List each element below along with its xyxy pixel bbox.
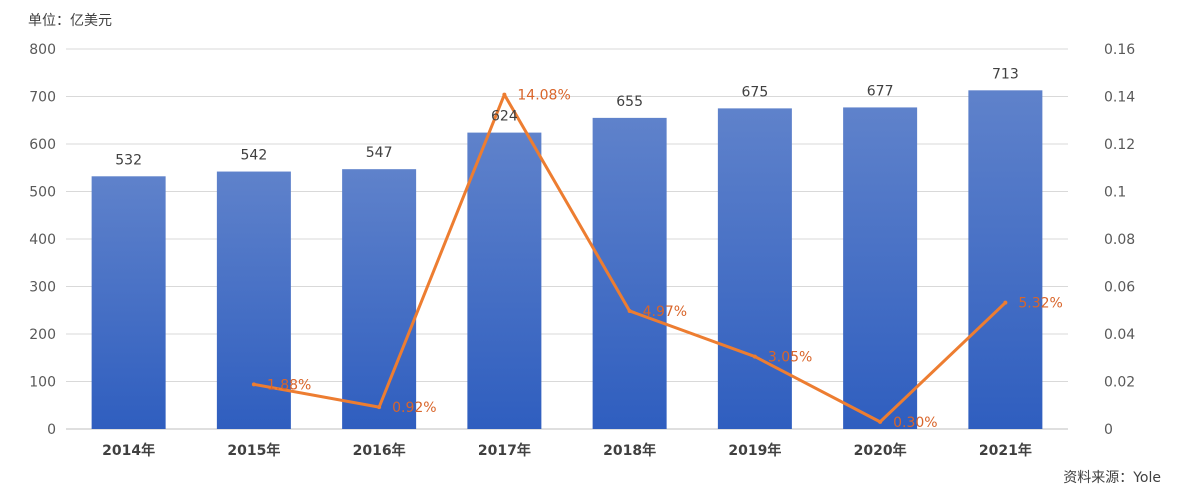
line-series (251, 92, 1008, 424)
bar (592, 117, 667, 429)
y-left-tick-label: 800 (29, 42, 56, 58)
x-tick-label: 2014年 (102, 442, 155, 459)
growth-point (878, 419, 883, 424)
x-tick-label: 2020年 (854, 442, 907, 459)
gridlines (66, 48, 1068, 430)
growth-value-label: 0.92% (392, 400, 436, 416)
y-left-tick-label: 600 (29, 137, 56, 153)
y-left-tick-label: 300 (29, 280, 56, 296)
y-right-tick-label: 0.1 (1104, 185, 1126, 201)
y-left-tick-label: 400 (29, 232, 56, 248)
growth-point (251, 382, 256, 387)
axes: 0 100 200 300 400 500 600 700 800 0 0.02 0.04 0.06 0.… (29, 42, 1135, 459)
bar-value-label: 547 (366, 145, 393, 161)
y-right-tick-label: 0.08 (1104, 232, 1135, 248)
bar (91, 176, 166, 429)
y-left-tick-label: 0 (47, 422, 56, 438)
growth-value-label: 1.88% (267, 377, 311, 393)
growth-value-label: 0.30% (893, 415, 937, 431)
growth-value-label: 5.32% (1018, 296, 1062, 312)
bar-value-label: 624 (491, 109, 518, 125)
bar-value-label: 675 (742, 84, 769, 100)
x-tick-label: 2017年 (478, 442, 531, 459)
y-right-tick-label: 0.16 (1104, 42, 1135, 58)
growth-point (627, 308, 632, 313)
y-left-tick-label: 500 (29, 185, 56, 201)
bar-value-label: 655 (616, 94, 643, 110)
y-right-tick-label: 0 (1104, 422, 1113, 438)
x-tick-label: 2019年 (728, 442, 781, 459)
y-left-tick-label: 700 (29, 90, 56, 106)
y-left-tick-label: 100 (29, 375, 56, 391)
bar (717, 108, 792, 429)
bar-value-label: 542 (241, 148, 268, 164)
bar-value-label: 677 (867, 83, 894, 99)
y-right-tick-label: 0.04 (1104, 327, 1135, 343)
growth-value-label: 4.97% (643, 304, 687, 320)
bar (843, 107, 918, 430)
data-labels: 532 542 547 624 655 675 677 713 1.88% 0.92% 14.08%… (115, 66, 1063, 431)
bar-value-label: 532 (115, 152, 142, 168)
bar (968, 90, 1043, 429)
growth-point (752, 354, 757, 359)
x-tick-label: 2018年 (603, 442, 656, 459)
growth-value-label: 3.05% (768, 350, 812, 366)
bar-value-label: 713 (992, 66, 1019, 82)
x-tick-label: 2021年 (979, 442, 1032, 459)
source-label: 资料来源：Yole (1063, 470, 1161, 486)
y-right-tick-label: 0.02 (1104, 375, 1135, 391)
x-tick-label: 2016年 (353, 442, 406, 459)
x-tick-label: 2015年 (227, 442, 280, 459)
growth-point (377, 405, 382, 410)
bar-series (91, 90, 1043, 430)
y-right-tick-label: 0.14 (1104, 90, 1135, 106)
y-right-tick-label: 0.06 (1104, 280, 1135, 296)
bar (467, 132, 542, 429)
growth-value-label: 14.08% (517, 88, 570, 104)
growth-point (502, 92, 507, 97)
bar (342, 169, 417, 430)
unit-label: 单位：亿美元 (28, 13, 112, 29)
y-left-tick-label: 200 (29, 327, 56, 343)
y-right-tick-label: 0.12 (1104, 137, 1135, 153)
growth-point (1003, 300, 1008, 305)
